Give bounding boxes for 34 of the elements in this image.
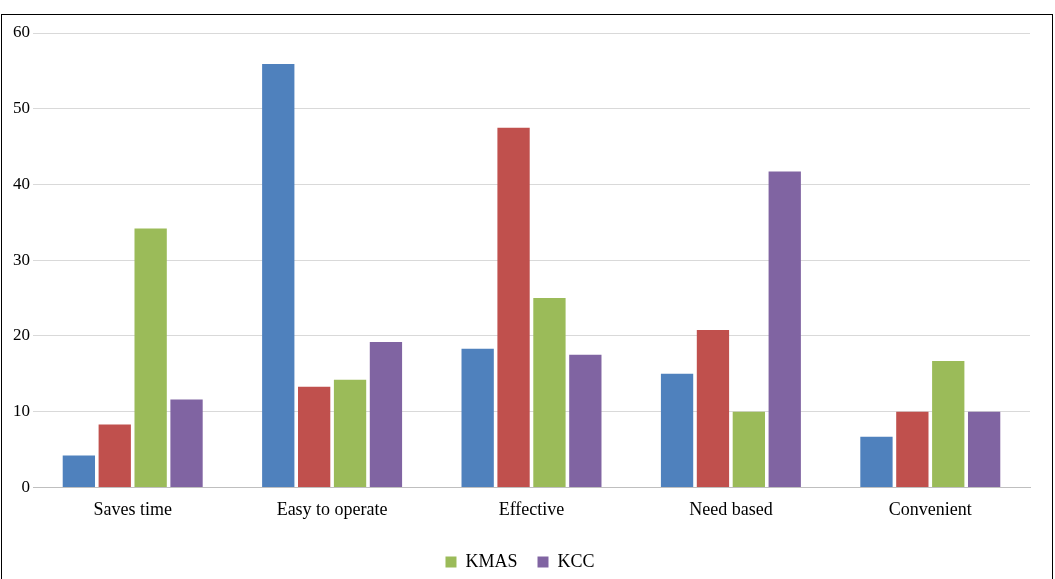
y-tick-label: 10: [13, 401, 30, 421]
bar: [262, 64, 295, 487]
y-tick-label: 60: [13, 22, 30, 42]
bar: [98, 424, 131, 487]
bar: [298, 386, 331, 487]
bar: [932, 360, 965, 487]
bar: [660, 373, 694, 487]
bar: [369, 341, 403, 487]
y-tick-label: 30: [13, 249, 30, 269]
bar: [732, 411, 765, 487]
legend-label: KCC: [557, 550, 595, 571]
bar: [62, 455, 96, 487]
bar: [569, 354, 602, 487]
x-tick-label: Easy to operate: [276, 498, 388, 519]
bar: [768, 171, 801, 487]
bar: [497, 127, 530, 487]
x-tick-label: Effective: [498, 498, 565, 519]
bar: [696, 329, 730, 487]
bar: [170, 399, 203, 487]
bar: [860, 436, 893, 487]
x-tick-label: Saves time: [93, 498, 172, 519]
bar: [134, 228, 167, 487]
legend-label: KMAS: [465, 550, 518, 571]
bar: [967, 411, 1001, 487]
bar: [533, 298, 566, 487]
x-tick-label: Need based: [689, 498, 773, 519]
bar: [896, 411, 929, 487]
x-tick-label: Convenient: [888, 498, 972, 519]
y-tick-label: 40: [13, 173, 30, 193]
y-tick-label: 20: [13, 325, 30, 345]
bar: [461, 348, 494, 487]
y-tick-label: 50: [13, 98, 30, 118]
y-tick-label: 0: [21, 476, 30, 496]
bar: [333, 379, 367, 487]
